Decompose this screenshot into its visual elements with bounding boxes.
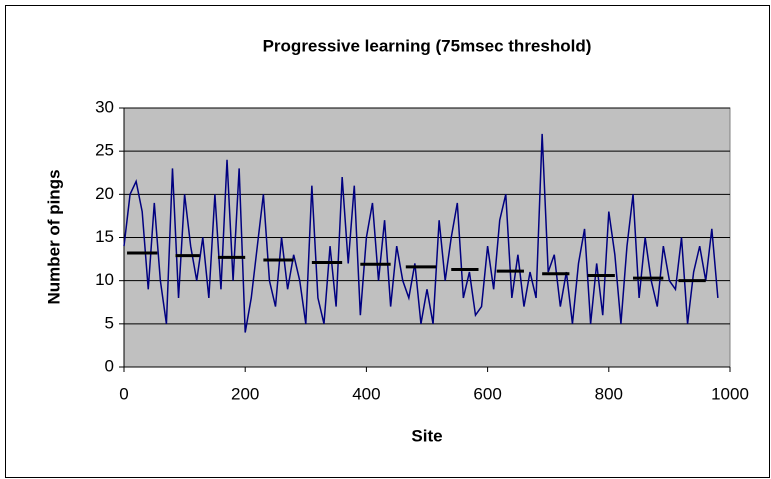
- x-tick-label: 800: [595, 384, 623, 403]
- x-tick-label: 1000: [711, 384, 749, 403]
- chart-title: Progressive learning (75msec threshold): [263, 36, 592, 55]
- x-tick-label: 0: [119, 384, 128, 403]
- y-tick-label: 10: [95, 270, 114, 289]
- x-tick-label: 600: [473, 384, 501, 403]
- y-tick-label: 20: [95, 184, 114, 203]
- y-tick-label: 5: [105, 313, 114, 332]
- y-tick-label: 15: [95, 227, 114, 246]
- x-axis-label: Site: [411, 426, 442, 445]
- y-tick-label: 30: [95, 97, 114, 116]
- data-line: [123, 133, 719, 333]
- y-axis-label: Number of pings: [44, 169, 63, 304]
- y-tick-label: 25: [95, 141, 114, 160]
- x-tick-label: 400: [352, 384, 380, 403]
- x-tick-label: 200: [231, 384, 259, 403]
- y-tick-label: 0: [105, 356, 114, 375]
